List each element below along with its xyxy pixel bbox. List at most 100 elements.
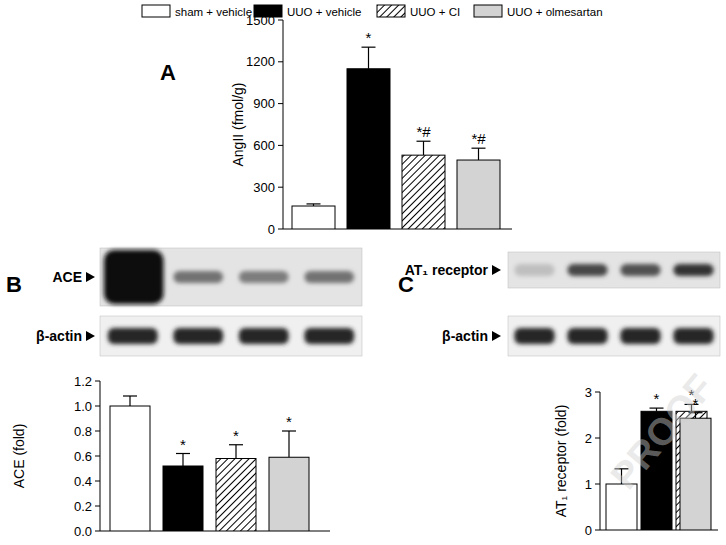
y-tick-label: 0 bbox=[268, 222, 275, 237]
y-tick-label: 0.4 bbox=[74, 474, 92, 489]
y-tick bbox=[95, 481, 100, 482]
legend-swatch bbox=[254, 5, 282, 17]
error-bar bbox=[123, 396, 137, 406]
error-cap bbox=[282, 430, 296, 431]
bar bbox=[216, 459, 256, 532]
y-axis bbox=[600, 392, 601, 530]
legend-label: sham + vehicle bbox=[175, 6, 252, 18]
error-cap bbox=[417, 141, 431, 142]
y-tick bbox=[95, 431, 100, 432]
significance-label: * bbox=[180, 436, 186, 453]
blot-band bbox=[108, 328, 158, 344]
y-tick bbox=[278, 103, 283, 104]
legend-label: UUO + CI bbox=[410, 6, 460, 18]
blot-label: β-actin bbox=[36, 328, 82, 344]
error-cap bbox=[472, 148, 486, 149]
blot-frame bbox=[508, 316, 720, 356]
y-tick bbox=[278, 145, 283, 146]
legend-swatch bbox=[474, 5, 502, 17]
y-tick bbox=[95, 406, 100, 407]
plot-area bbox=[110, 396, 309, 531]
blot-arrow bbox=[86, 272, 95, 282]
blot-band bbox=[104, 250, 164, 304]
y-tick bbox=[95, 531, 100, 532]
blot-band bbox=[239, 271, 289, 283]
error-cap bbox=[123, 395, 137, 396]
y-axis-label: AngII (fmol/g) bbox=[230, 82, 246, 166]
bar bbox=[402, 155, 445, 229]
bar bbox=[163, 466, 203, 531]
blot-label: ACE bbox=[52, 269, 82, 285]
legend: sham + vehicleUUO + vehicleUUO + CIUUO +… bbox=[142, 5, 603, 18]
legend-swatch bbox=[377, 5, 405, 17]
error-stem bbox=[129, 396, 130, 406]
error-bar bbox=[229, 445, 243, 459]
error-stem bbox=[423, 141, 424, 155]
blot-band bbox=[620, 328, 660, 344]
y-axis-label: ACE (fold) bbox=[11, 424, 27, 489]
blot-label: β-actin bbox=[442, 328, 488, 344]
error-cap bbox=[362, 47, 376, 48]
blot-label: AT₁ receptor bbox=[405, 262, 489, 278]
y-tick-label: 0.0 bbox=[74, 524, 92, 539]
figure: A030060090012001500AngII (fmol/g)**#*#sh… bbox=[0, 0, 726, 545]
error-stem bbox=[288, 431, 289, 457]
panel-letter: B bbox=[6, 272, 22, 297]
blot-arrow bbox=[86, 331, 95, 341]
significance-label: * bbox=[233, 427, 239, 444]
y-tick bbox=[278, 20, 283, 21]
error-bar bbox=[472, 148, 486, 160]
plot-area bbox=[292, 47, 500, 229]
error-cap bbox=[176, 453, 190, 454]
y-tick-label: 0.6 bbox=[74, 449, 92, 464]
y-tick bbox=[278, 61, 283, 62]
blot-arrow bbox=[492, 265, 501, 275]
error-bar bbox=[362, 47, 376, 69]
y-tick-label: 1 bbox=[585, 477, 592, 492]
significance-label: *# bbox=[416, 123, 431, 140]
blot-band bbox=[239, 328, 289, 344]
y-tick-label: 900 bbox=[253, 96, 275, 111]
watermark: PROOF bbox=[603, 366, 722, 497]
y-tick bbox=[95, 381, 100, 382]
bar bbox=[292, 206, 335, 229]
y-tick bbox=[278, 229, 283, 230]
y-axis bbox=[283, 20, 284, 229]
blot-band bbox=[514, 328, 554, 344]
panel: BACEβ-actin0.00.20.40.60.81.01.2ACE (fol… bbox=[6, 248, 362, 539]
error-bar bbox=[176, 454, 190, 467]
y-tick bbox=[595, 438, 600, 439]
y-tick-label: 600 bbox=[253, 138, 275, 153]
error-stem bbox=[368, 47, 369, 69]
bar bbox=[269, 457, 309, 531]
y-tick bbox=[95, 456, 100, 457]
bar bbox=[110, 406, 150, 531]
blot-arrow bbox=[492, 331, 501, 341]
y-tick-label: 1.0 bbox=[74, 399, 92, 414]
y-tick-label: 2 bbox=[585, 431, 592, 446]
y-tick bbox=[95, 506, 100, 507]
significance-label: *# bbox=[471, 130, 486, 147]
error-stem bbox=[182, 454, 183, 467]
blot-frame bbox=[100, 248, 362, 306]
blot-band bbox=[304, 328, 354, 344]
blot-band bbox=[173, 271, 223, 283]
blot-band bbox=[567, 264, 607, 276]
panel-letter: A bbox=[160, 60, 176, 85]
legend-swatch bbox=[142, 5, 170, 17]
legend-label: UUO + vehicle bbox=[287, 6, 361, 18]
significance-label: * bbox=[366, 29, 372, 46]
error-bar bbox=[282, 431, 296, 457]
bar bbox=[457, 160, 500, 229]
blot-band bbox=[514, 264, 554, 276]
y-tick-label: 1200 bbox=[246, 54, 275, 69]
y-tick-label: 3 bbox=[585, 385, 592, 400]
y-tick-label: 1.2 bbox=[74, 374, 92, 389]
y-tick bbox=[595, 484, 600, 485]
y-tick bbox=[278, 187, 283, 188]
y-tick-label: 0 bbox=[585, 523, 592, 538]
y-tick-label: 0.8 bbox=[74, 424, 92, 439]
error-bar bbox=[417, 141, 431, 155]
panel: A030060090012001500AngII (fmol/g)**#*# bbox=[160, 13, 512, 237]
bar bbox=[347, 69, 390, 229]
